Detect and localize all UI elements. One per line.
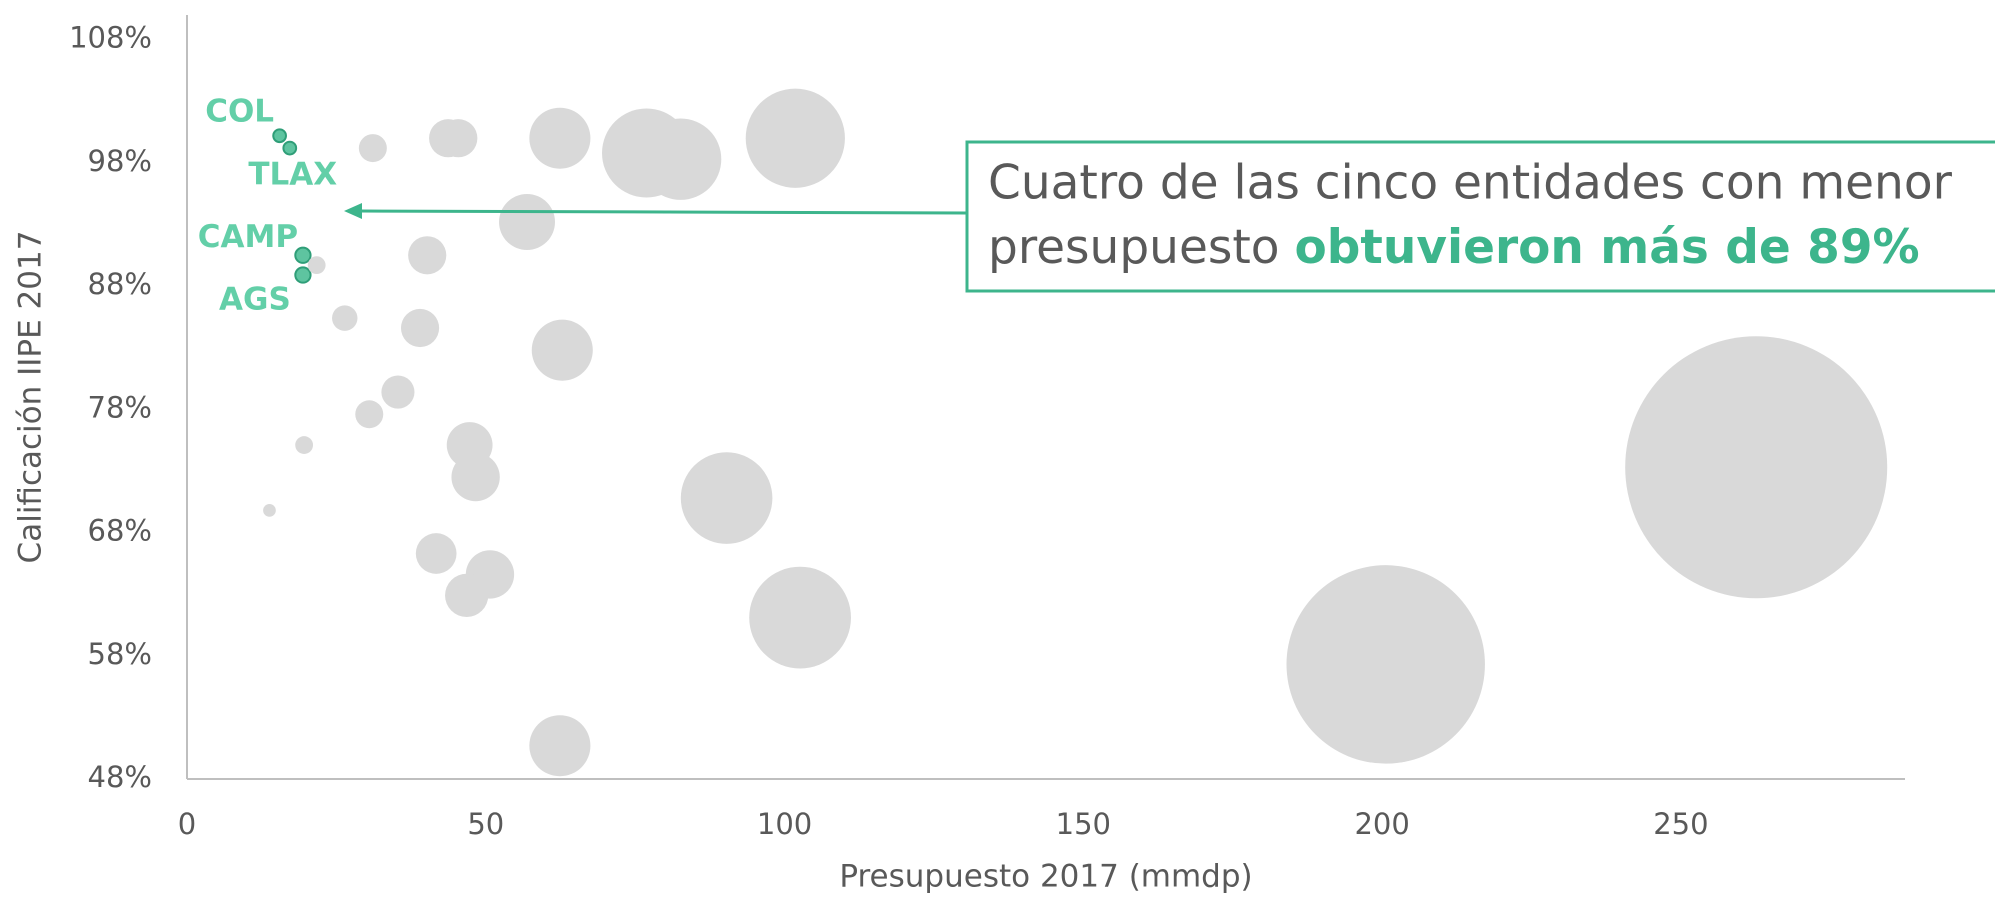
y-tick-label: 68%	[88, 514, 152, 548]
bubble	[680, 452, 773, 544]
x-tick-label: 100	[757, 807, 812, 841]
bubble	[295, 436, 314, 454]
bubble	[355, 400, 384, 429]
y-tick-label: 78%	[88, 390, 152, 424]
arrow-head	[344, 203, 362, 219]
annotation-box	[965, 140, 1995, 293]
x-tick-label: 0	[178, 807, 196, 841]
bubble	[294, 266, 312, 284]
point-label: AGS	[219, 282, 291, 318]
x-tick-label: 50	[467, 807, 504, 841]
x-tick-label: 200	[1354, 807, 1409, 841]
x-axis-title: Presupuesto 2017 (mmdp)	[839, 859, 1252, 895]
bubble	[381, 375, 415, 409]
y-tick-label: 98%	[88, 144, 152, 178]
bubble	[415, 533, 457, 574]
x-tick-label: 150	[1056, 807, 1111, 841]
plot: COL TLAX CAMP AGS	[198, 88, 1888, 777]
bubble	[1625, 336, 1888, 599]
y-tick-label: 88%	[88, 267, 152, 301]
point-label: COL	[205, 93, 274, 129]
bubble	[332, 305, 358, 331]
bubble	[263, 504, 276, 517]
y-tick-label: 58%	[88, 637, 152, 671]
bubble	[408, 236, 447, 275]
bubble	[745, 88, 845, 188]
x-tick-label: 250	[1653, 807, 1708, 841]
annotation-emphasis: obtuvieron más de 89%	[1294, 220, 1919, 275]
annotation-line: Cuatro de las cinco entidades con menor	[988, 156, 1953, 211]
point-label: TLAX	[248, 157, 337, 193]
bubble	[400, 308, 440, 348]
bubble	[358, 134, 387, 163]
bubble	[639, 118, 722, 200]
bubble	[451, 452, 500, 502]
bubble	[531, 319, 593, 381]
bubble	[1286, 565, 1485, 764]
bubble	[749, 566, 851, 669]
bubble	[439, 119, 478, 158]
bubble	[307, 256, 326, 275]
y-tick-label: 108%	[69, 21, 152, 55]
annotation: Cuatro de las cinco entidades con menor …	[344, 140, 1995, 293]
bubble	[499, 194, 555, 251]
y-tick-label: 48%	[88, 760, 152, 794]
bubble	[445, 573, 489, 618]
arrow	[359, 209, 968, 215]
y-axis-title: Calificación IIPE 2017	[13, 231, 49, 564]
bubble	[529, 107, 591, 169]
bubble	[294, 246, 312, 264]
point-label: CAMP	[198, 219, 298, 255]
annotation-text: presupuesto	[988, 220, 1294, 275]
bubble	[529, 715, 591, 777]
bubble	[272, 128, 287, 144]
bubble	[282, 140, 298, 156]
annotation-line: presupuesto obtuvieron más de 89%	[988, 220, 1920, 275]
